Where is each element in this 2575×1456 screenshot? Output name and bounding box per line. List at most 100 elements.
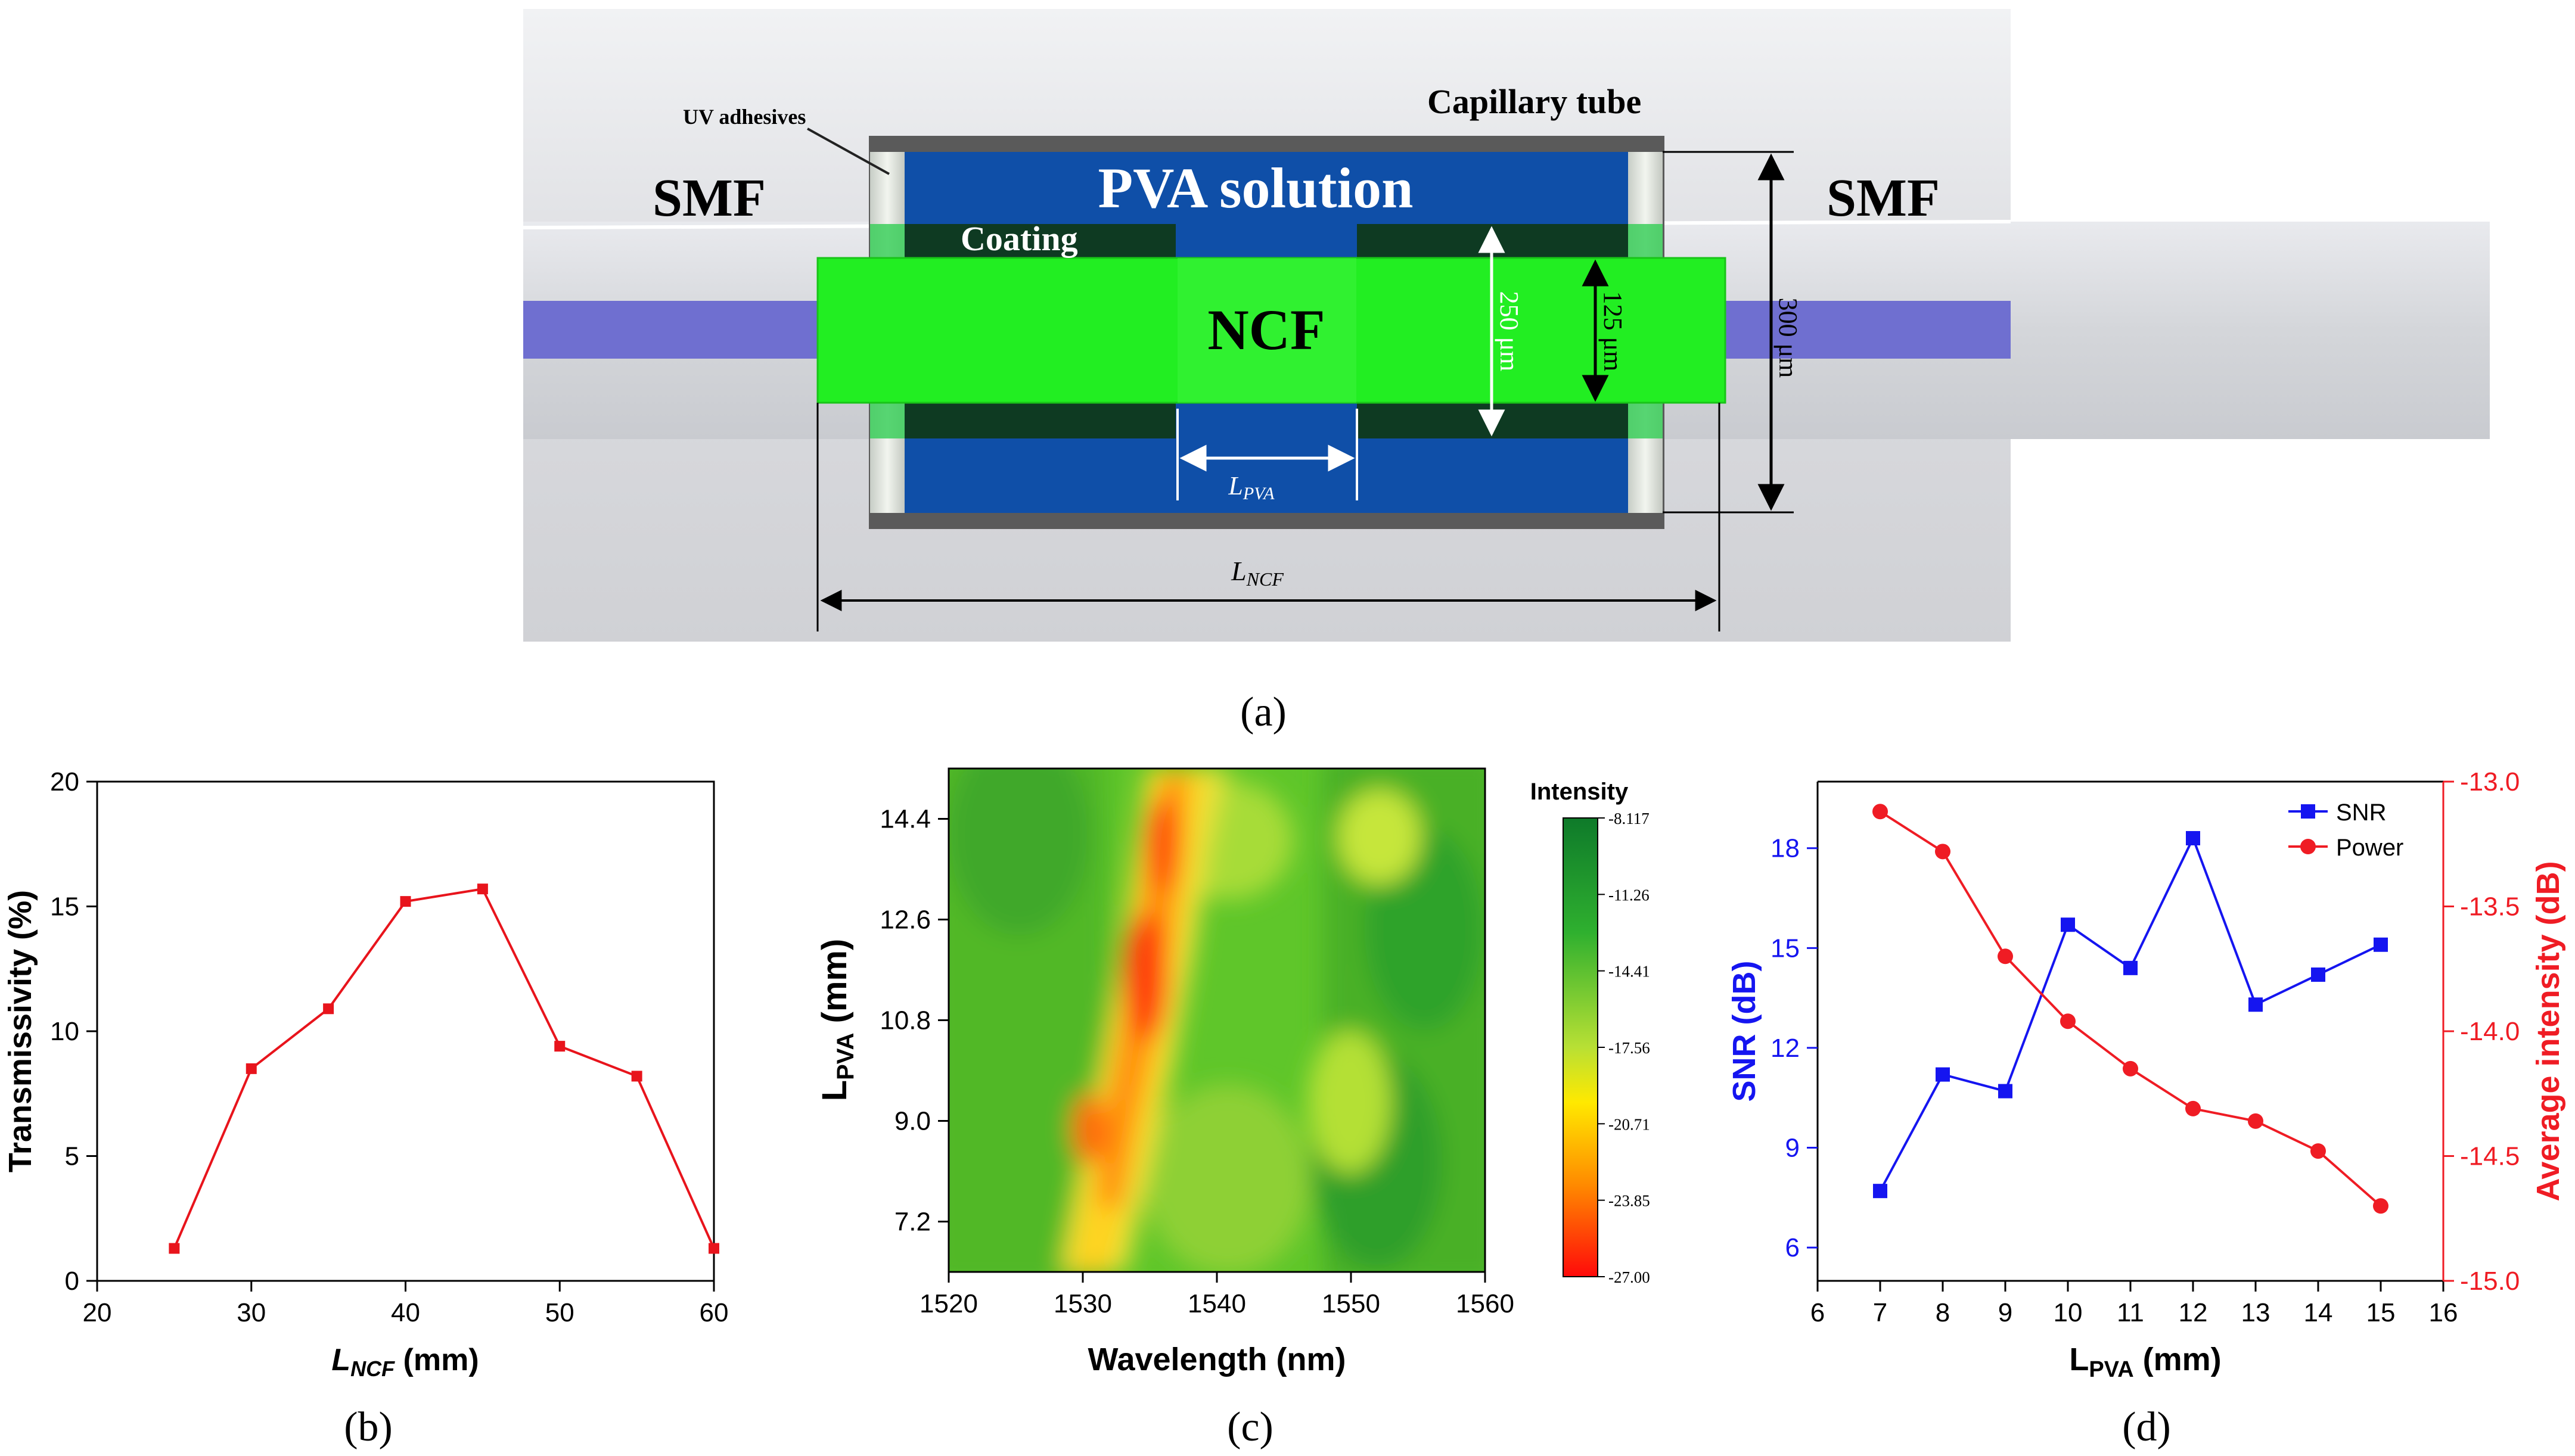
legend-snr-marker [2301, 804, 2315, 819]
chart-b-xtick-label: 30 [237, 1298, 266, 1327]
power-point [1935, 844, 1950, 860]
chart-d-xtick-label: 11 [2117, 1298, 2144, 1327]
chart-c-xtick-label: 1560 [1456, 1289, 1514, 1318]
caption-d: (d) [2122, 1404, 2171, 1450]
chart-c-ytick-label: 9.0 [894, 1107, 931, 1136]
caption-a: (a) [1240, 689, 1287, 735]
chart-d: 6 7 8 9 10 11 12 13 14 15 16 6 9 12 15 18 -15.0 -14.5 -14.… [1726, 767, 2566, 1382]
chart-d-xtick-label: 16 [2429, 1298, 2458, 1327]
chart-b-point [709, 1243, 719, 1254]
power-point [2373, 1198, 2388, 1214]
chart-c-ytick-label: 14.4 [880, 805, 931, 834]
chart-d-xlabel: LPVA (mm) [2069, 1342, 2221, 1382]
chart-d-xtick-label: 14 [2304, 1298, 2333, 1327]
capillary-tube-label: Capillary tube [1427, 82, 1641, 121]
lncf-label: LNCF [1231, 556, 1284, 590]
chart-c-xtick-label: 1540 [1188, 1289, 1246, 1318]
chart-b-xtick-label: 60 [700, 1298, 729, 1327]
chart-b-point [554, 1041, 566, 1052]
snr-point [2186, 830, 2200, 845]
colorbar-tick-label: -20.71 [1608, 1115, 1650, 1133]
chart-d-xtick-label: 8 [1936, 1298, 1950, 1327]
chart-b-ytick-label: 0 [65, 1267, 79, 1296]
chart-d-xtick-label: 7 [1873, 1298, 1887, 1327]
chart-b-point [246, 1063, 257, 1074]
chart-d-xtick-label: 6 [1810, 1298, 1825, 1327]
snr-point [1936, 1067, 1950, 1082]
dim-125-label: 125 μm [1598, 291, 1627, 372]
uv-adhesives-label: UV adhesives [683, 105, 806, 129]
panel-a-schematic: SMF SMF UV adhesives Capillary tube PVA … [523, 9, 2490, 642]
chart-b-point [169, 1243, 180, 1254]
chart-d-ytick-left-label: 12 [1770, 1034, 1800, 1063]
chart-b-ytick-label: 5 [65, 1142, 79, 1171]
colorbar-tick-label: -27.00 [1608, 1268, 1650, 1286]
chart-b: 20 30 40 50 60 0 5 10 15 20 Transmissivity (%) LN… [2, 767, 728, 1381]
snr-point [2311, 967, 2325, 982]
power-series-line [1879, 810, 2382, 1207]
chart-c-ytick-label: 12.6 [880, 906, 931, 935]
power-point [2185, 1100, 2201, 1116]
legend-snr-label: SNR [2336, 799, 2386, 826]
snr-series-line [1879, 835, 2381, 1192]
chart-c-xtick-label: 1550 [1322, 1289, 1380, 1318]
snr-point [2123, 960, 2138, 975]
pva-solution-label: PVA solution [1098, 156, 1413, 220]
lpva-label: LPVA [1228, 471, 1275, 503]
chart-c-xlabel: Wavelength (nm) [1088, 1342, 1346, 1377]
chart-d-ytick-right-label: -14.0 [2460, 1017, 2520, 1046]
chart-d-xtick-label: 10 [2054, 1298, 2083, 1327]
chart-d-ylabel-left: SNR (dB) [1726, 961, 1762, 1102]
heatmap-blobs [949, 769, 1485, 1272]
chart-b-ytick-label: 15 [50, 892, 79, 922]
chart-b-series-line [173, 887, 715, 1249]
chart-d-ticks: 6 7 8 9 10 11 12 13 14 15 16 6 9 12 15 18 -15.0 -14.5 -14.… [1770, 767, 2520, 1327]
colorbar-ticks: -8.117 -11.26 -14.41 -17.56 -20.71 -23.85 -27.… [1598, 810, 1650, 1286]
dim-300-label: 300 μm [1773, 298, 1803, 378]
chart-d-xtick-label: 15 [2366, 1298, 2396, 1327]
snr-point [2061, 917, 2075, 932]
chart-d-ytick-left-label: 9 [1785, 1134, 1800, 1163]
chart-b-xtick-label: 50 [545, 1298, 574, 1327]
chart-c-xtick-label: 1530 [1054, 1289, 1112, 1318]
legend-power-marker [2300, 839, 2316, 854]
chart-b-points [169, 883, 719, 1254]
ncf-label: NCF [1207, 298, 1325, 362]
caption-b: (b) [344, 1404, 393, 1450]
uv-leader-line [807, 127, 890, 175]
chart-b-ytick-label: 10 [50, 1017, 79, 1046]
colorbar-tick-label: -8.117 [1608, 810, 1650, 827]
power-point [1872, 804, 1888, 820]
chart-c-heatmap [949, 769, 1485, 1272]
chart-b-frame [96, 780, 715, 1282]
chart-c-ytick-label: 7.2 [894, 1208, 931, 1237]
chart-c-ytick-label: 10.8 [880, 1006, 931, 1035]
chart-b-point [631, 1071, 642, 1082]
chart-c-xtick-label: 1520 [920, 1289, 978, 1318]
ncf-exposed-window [1178, 258, 1356, 403]
coating-label: Coating [961, 219, 1078, 258]
snr-point [1998, 1084, 2012, 1099]
colorbar-tick-label: -17.56 [1608, 1039, 1650, 1057]
chart-c-ylabel: LPVA (mm) [815, 939, 859, 1102]
chart-d-xtick-label: 9 [1998, 1298, 2012, 1327]
chart-b-point [400, 896, 411, 907]
chart-b-point [323, 1003, 334, 1015]
power-point [2248, 1113, 2263, 1129]
chart-d-ytick-right-label: -13.5 [2460, 892, 2520, 922]
chart-b-xtick-label: 40 [391, 1298, 420, 1327]
colorbar-tick-label: -11.26 [1608, 886, 1650, 904]
chart-d-ytick-right-label: -15.0 [2460, 1267, 2520, 1296]
power-point [2060, 1013, 2076, 1029]
smf-right-label: SMF [1827, 169, 1940, 228]
colorbar-tick-label: -14.41 [1608, 963, 1650, 981]
power-point [2123, 1060, 2138, 1077]
chart-d-points [1872, 804, 2388, 1214]
chart-d-ytick-left-label: 15 [1770, 934, 1800, 963]
chart-d-ytick-right-label: -14.5 [2460, 1142, 2520, 1171]
caption-c: (c) [1227, 1404, 1273, 1450]
chart-d-legend: SNR Power [2288, 799, 2403, 861]
snr-point [2374, 937, 2388, 952]
chart-d-ytick-left-label: 18 [1770, 834, 1800, 863]
snr-point [1873, 1184, 1887, 1199]
